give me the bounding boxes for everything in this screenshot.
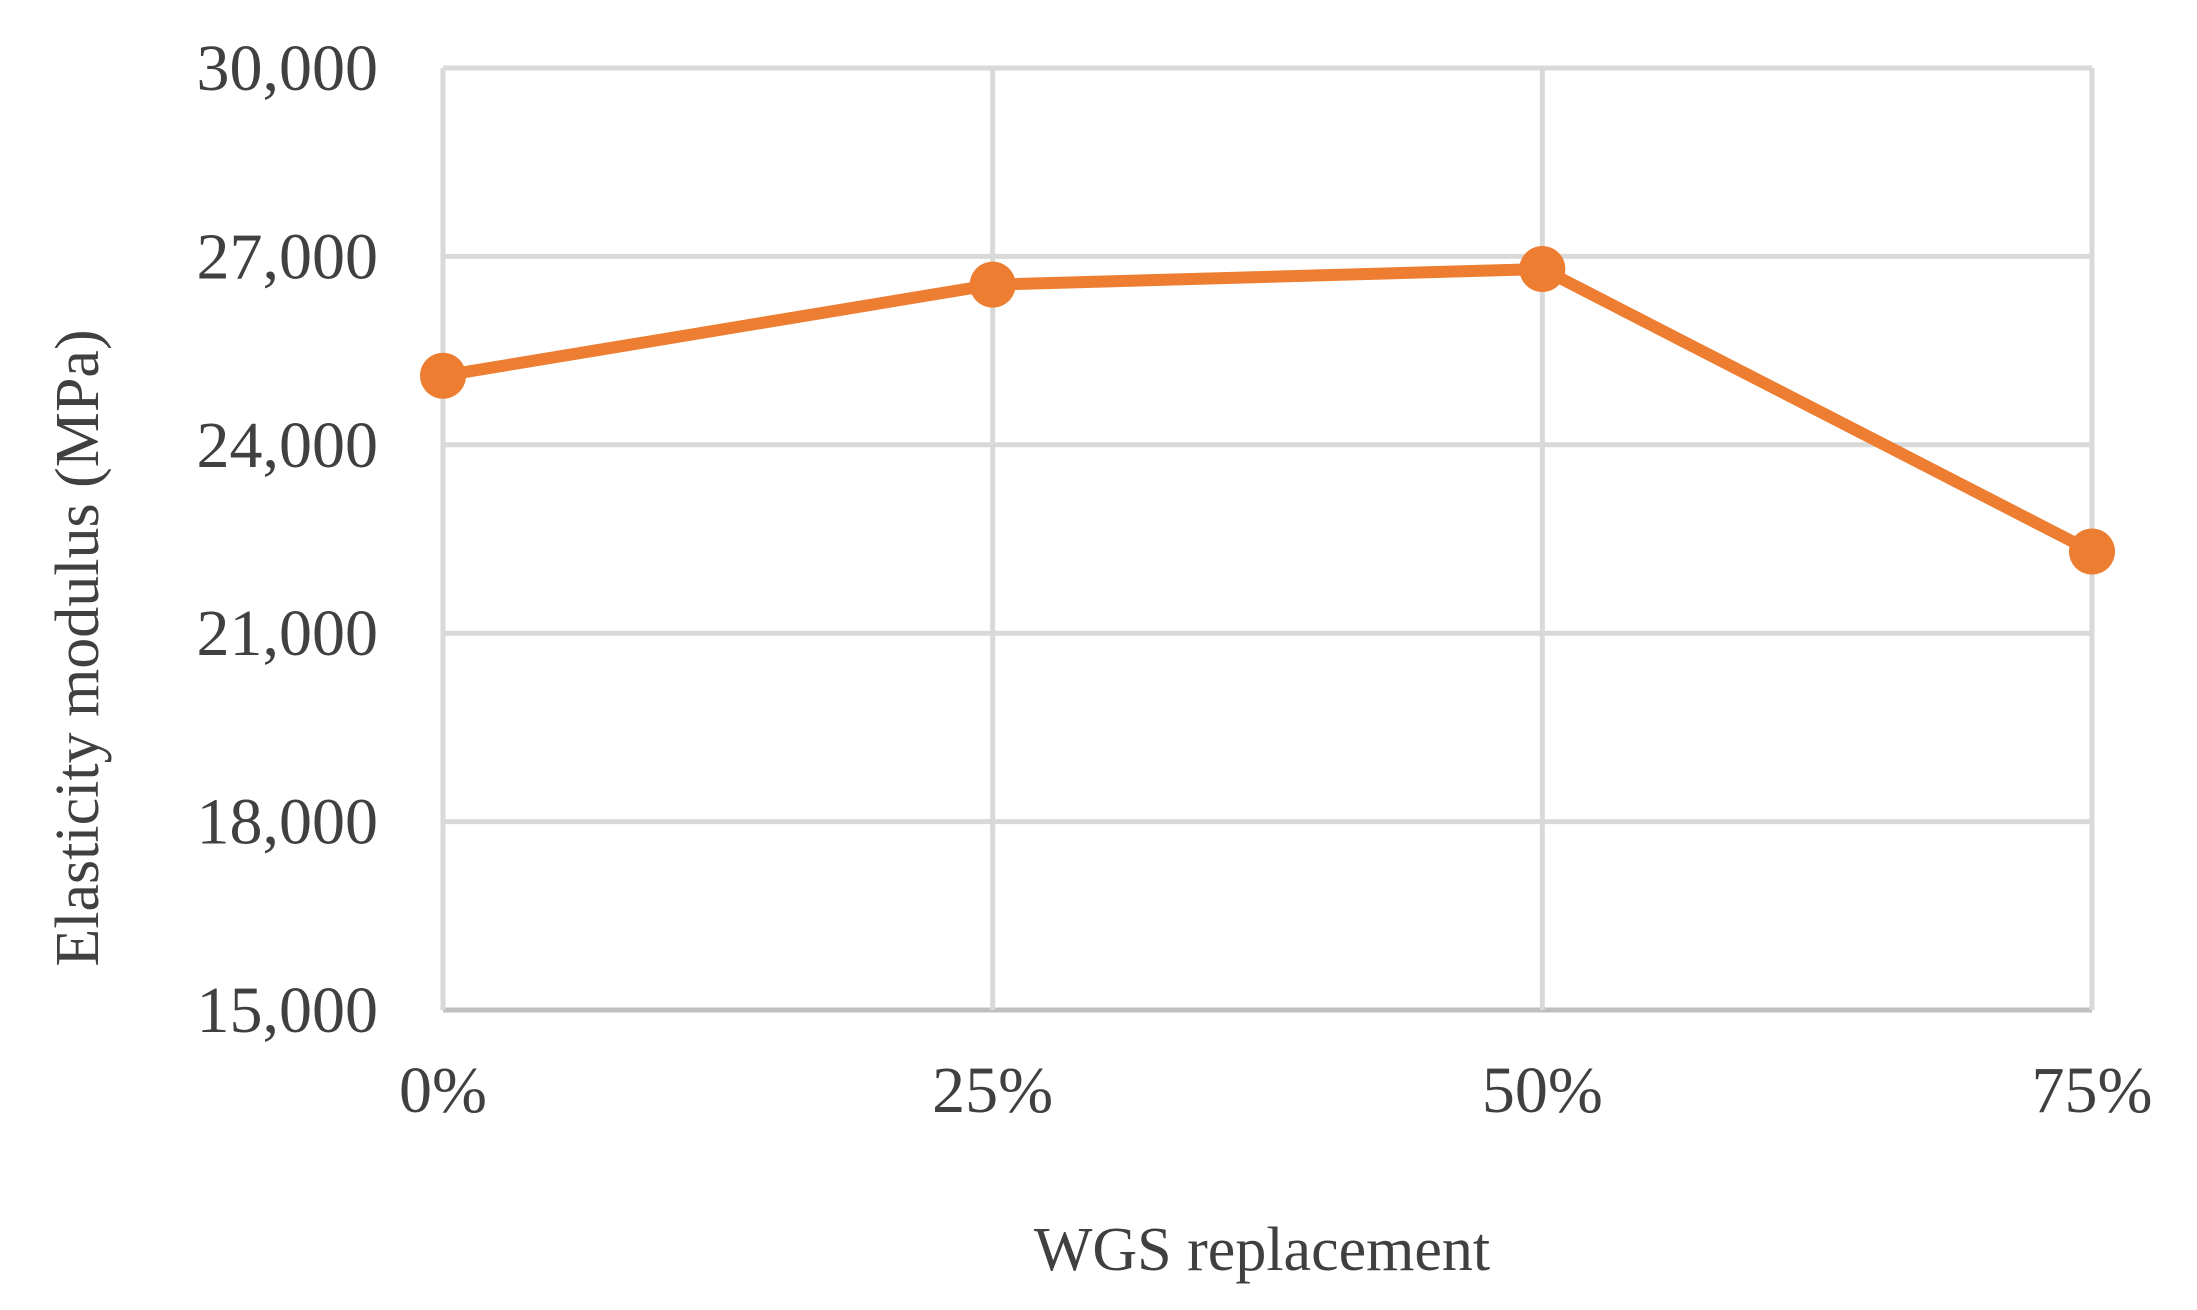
x-tick-label: 25% (932, 1054, 1053, 1127)
y-tick-label: 27,000 (197, 220, 379, 293)
x-tick-label: 75% (2032, 1054, 2153, 1127)
data-point (1519, 245, 1566, 292)
y-tick-label: 21,000 (197, 597, 379, 670)
grid (440, 65, 2095, 1013)
data-point (420, 352, 466, 399)
x-tick-labels: 0% 25% 50% 75% (399, 1054, 2152, 1127)
y-tick-labels: 15,000 18,000 21,000 24,000 27,000 30,000 (197, 32, 379, 1047)
y-tick-label: 15,000 (197, 974, 379, 1047)
y-tick-label: 24,000 (197, 409, 379, 482)
y-axis-title: Elasticity modulus (MPa) (44, 329, 112, 966)
data-point (2069, 528, 2115, 575)
x-tick-label: 50% (1482, 1054, 1603, 1127)
y-tick-label: 30,000 (197, 32, 379, 105)
series-line (437, 262, 2098, 558)
series-layer (420, 245, 2115, 575)
x-tick-label: 0% (399, 1054, 487, 1127)
x-axis-title: WGS replacement (1034, 1216, 1490, 1284)
y-tick-label: 18,000 (197, 786, 379, 859)
data-point (969, 261, 1016, 308)
